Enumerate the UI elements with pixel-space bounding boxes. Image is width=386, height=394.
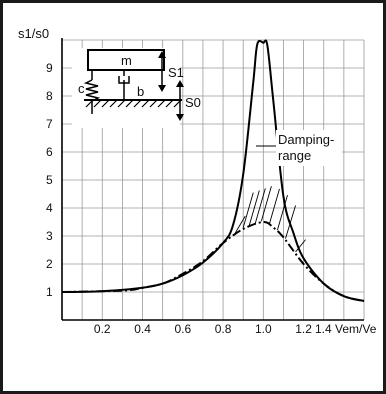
- y-tick-label: 4: [46, 201, 53, 215]
- ground-hatch-line: [109, 99, 118, 108]
- ground-hatch-line: [141, 99, 150, 108]
- spring-mass-damper-diagram: m c b S1 S0: [72, 48, 201, 128]
- y-tick-label: 2: [46, 257, 53, 271]
- ground-hatch-line: [165, 99, 174, 108]
- x-tick-label: 0.8: [215, 322, 232, 336]
- x-tick-label: 0.4: [134, 322, 151, 336]
- hatch-line: [254, 188, 266, 224]
- x-tick-labels: 0.2 0.4 0.6 0.8 1.0 1.2: [94, 322, 312, 336]
- y-tick-label: 6: [46, 145, 53, 159]
- damping-annotation: Damping- range: [256, 130, 342, 166]
- ground-hatch-line: [117, 99, 126, 108]
- ground-hatch-line: [157, 99, 166, 108]
- hatch-line: [276, 194, 288, 231]
- s1-label: S1: [168, 65, 184, 80]
- damper-label: b: [137, 84, 144, 99]
- y-tick-labels: 1 2 3 4 5 6 7 8 9: [46, 61, 53, 299]
- y-tick-label: 9: [46, 61, 53, 75]
- ground-hatch-line: [101, 99, 110, 108]
- hatch-line: [295, 239, 306, 253]
- damping-label-line1: Damping-: [278, 132, 334, 147]
- ground-hatch-line: [133, 99, 142, 108]
- hatch-line: [260, 186, 272, 222]
- hatch-line: [248, 190, 260, 226]
- axes: [61, 38, 364, 321]
- y-tick-label: 1: [46, 285, 53, 299]
- y-tick-label: 8: [46, 89, 53, 103]
- y-tick-label: 5: [46, 173, 53, 187]
- s1-arrow: [158, 51, 166, 92]
- ground-hatch-line: [93, 99, 102, 108]
- mass-block: [87, 49, 165, 71]
- ground-hatch-line: [149, 99, 158, 108]
- hatch-line: [242, 192, 254, 228]
- y-tick-label: 3: [46, 229, 53, 243]
- y-tick-label: 7: [46, 117, 53, 131]
- hatch-line: [268, 188, 280, 225]
- damping-label-line2: range: [278, 148, 311, 163]
- hatch-line: [234, 215, 246, 234]
- x-tick-label: 1.2: [295, 322, 312, 336]
- s0-label: S0: [185, 95, 201, 110]
- x-axis-label: 1.4 Vem/Ve: [315, 322, 377, 336]
- y-axis-label: s1/s0: [18, 26, 49, 41]
- ground-hatch-line: [125, 99, 134, 108]
- x-tick-label: 1.0: [255, 322, 272, 336]
- x-tick-label: 0.6: [174, 322, 191, 336]
- ground-hatch-line: [85, 99, 94, 108]
- mass-label: m: [121, 53, 132, 68]
- series-damped-curve: [61, 221, 365, 302]
- s0-arrow: [176, 80, 184, 121]
- x-tick-label: 0.2: [94, 322, 111, 336]
- damping-range-hatch: [234, 186, 306, 253]
- spring-symbol: [83, 79, 101, 102]
- spring-label: c: [78, 81, 85, 96]
